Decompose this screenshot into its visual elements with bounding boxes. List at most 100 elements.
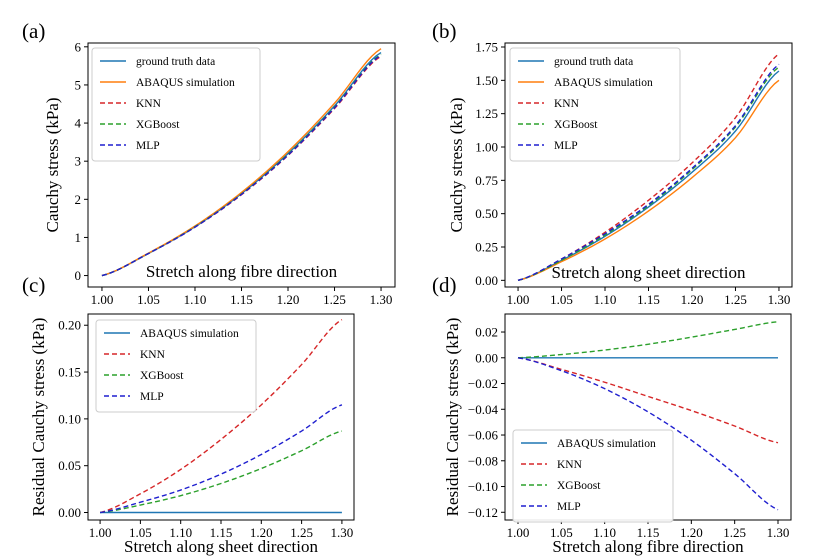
- x-tick-label: 1.30: [370, 292, 393, 307]
- x-tick-label: 1.00: [89, 525, 112, 540]
- chart-panel-1: 1.00 1.05 1.10 1.15 1.20 1.25 1.30 0 1 2 3 4 5 6 Stret…: [22, 19, 396, 307]
- x-tick-label: 1.10: [593, 525, 616, 540]
- legend-entry: MLP: [557, 501, 581, 513]
- legend-entry: XGBoost: [136, 119, 180, 131]
- legend-box: [512, 429, 674, 523]
- y-tick-label: 5: [75, 77, 82, 92]
- y-tick-label: 1.75: [475, 40, 498, 55]
- y-tick-label: 2: [75, 192, 82, 207]
- y-tick-label: 0.50: [475, 206, 498, 221]
- legend-entry: ABAQUS simulation: [140, 328, 239, 340]
- y-tick-label: 1: [75, 230, 82, 245]
- y-tick-label: 6: [75, 39, 82, 54]
- x-tick-label: 1.30: [767, 525, 790, 540]
- legend-entry: XGBoost: [140, 370, 184, 382]
- legend-entry: ground truth data: [136, 56, 215, 68]
- chart-panel-3: 1.00 1.05 1.10 1.15 1.20 1.25 1.30 0.00 0.05 0.10…: [22, 273, 355, 556]
- series-line-knn: [99, 319, 343, 514]
- x-tick-label: 1.25: [290, 525, 313, 540]
- y-axis-label: Cauchy stress (kPa): [43, 97, 62, 232]
- y-tick-label: −0.10: [468, 479, 498, 494]
- legend-entry: MLP: [554, 140, 578, 152]
- legend-box: [509, 47, 681, 162]
- x-tick-label: 1.20: [680, 525, 703, 540]
- x-axis-label: Stretch along sheet direction: [551, 263, 746, 282]
- x-axis-label: Stretch along fibre direction: [552, 537, 744, 556]
- legend-entry: ABAQUS simulation: [554, 77, 653, 89]
- chart-panel-4: 1.00 1.05 1.10 1.15 1.20 1.25 1.30 0.02 0.00 −0.0…: [432, 273, 792, 556]
- y-tick-label: 0.20: [58, 318, 81, 333]
- y-tick-label: 0.15: [58, 365, 81, 380]
- legend-entry: ABAQUS simulation: [136, 77, 235, 89]
- y-tick-label: −0.04: [468, 402, 499, 417]
- x-tick-label: 1.00: [507, 525, 530, 540]
- x-tick-label: 1.10: [169, 525, 192, 540]
- series-line-abaqus-simulation: [517, 79, 780, 282]
- y-tick-label: 0.00: [475, 350, 498, 365]
- series-line-xgboost: [100, 430, 343, 514]
- series-line-mlp: [101, 54, 382, 277]
- y-tick-label: 0.75: [475, 173, 498, 188]
- y-tick-label: 0.05: [58, 458, 81, 473]
- legend-entry: KNN: [136, 98, 162, 110]
- legend-entry: XGBoost: [554, 119, 598, 131]
- x-tick-label: 1.25: [724, 292, 747, 307]
- legend-entry: ABAQUS simulation: [557, 438, 656, 450]
- legend-entry: XGBoost: [557, 480, 601, 492]
- panel-label: (d): [432, 273, 457, 297]
- x-tick-label: 1.20: [277, 292, 300, 307]
- series-line-xgboost: [517, 66, 780, 282]
- panel-label: (c): [22, 273, 45, 297]
- y-tick-label: −0.12: [468, 505, 498, 520]
- legend-entry: ground truth data: [554, 56, 633, 68]
- y-tick-label: 0: [75, 268, 82, 283]
- legend-entry: MLP: [136, 140, 160, 152]
- y-tick-label: 1.00: [475, 140, 498, 155]
- x-tick-label: 1.30: [331, 525, 354, 540]
- series-line-xgboost: [517, 321, 779, 359]
- x-tick-label: 1.15: [230, 292, 253, 307]
- x-tick-label: 1.30: [768, 292, 791, 307]
- y-tick-label: 0.02: [475, 325, 498, 340]
- x-tick-label: 1.00: [507, 292, 530, 307]
- x-tick-label: 1.15: [637, 525, 660, 540]
- x-tick-label: 1.05: [129, 525, 152, 540]
- x-tick-label: 1.20: [250, 525, 273, 540]
- legend-box: [91, 47, 261, 162]
- y-tick-label: 0.10: [58, 411, 81, 426]
- y-tick-label: 1.25: [475, 106, 498, 121]
- legend-entry: KNN: [557, 459, 583, 471]
- y-tick-label: −0.02: [468, 376, 498, 391]
- series-line-mlp: [517, 63, 780, 282]
- x-tick-label: 1.05: [550, 525, 573, 540]
- panel-label: (a): [22, 19, 45, 43]
- x-tick-label: 1.15: [637, 292, 660, 307]
- panel-label: (b): [432, 19, 457, 43]
- legend-entry: MLP: [140, 391, 164, 403]
- x-tick-label: 1.20: [681, 292, 704, 307]
- x-tick-label: 1.00: [91, 292, 114, 307]
- y-tick-label: 0.00: [475, 273, 498, 288]
- chart-panel-2: 1.00 1.05 1.10 1.15 1.20 1.25 1.30 0.00 0.25 0.50…: [432, 19, 793, 307]
- y-tick-label: −0.08: [468, 453, 498, 468]
- x-axis-label: Stretch along sheet direction: [124, 537, 319, 556]
- y-tick-label: −0.06: [468, 428, 499, 443]
- x-tick-label: 1.10: [594, 292, 617, 307]
- legend-entry: KNN: [554, 98, 580, 110]
- y-tick-label: 0.25: [475, 240, 498, 255]
- series-line-mlp: [99, 404, 343, 514]
- x-tick-label: 1.25: [723, 525, 746, 540]
- legend-entry: KNN: [140, 349, 166, 361]
- y-tick-label: 3: [75, 154, 82, 169]
- x-tick-label: 1.05: [550, 292, 573, 307]
- x-axis-label: Stretch along fibre direction: [146, 262, 338, 281]
- y-tick-label: 0.00: [58, 505, 81, 520]
- legend-box: [95, 319, 257, 413]
- x-tick-label: 1.05: [137, 292, 160, 307]
- y-tick-label: 4: [75, 116, 82, 131]
- y-axis-label: Cauchy stress (kPa): [447, 97, 466, 232]
- x-tick-label: 1.15: [210, 525, 233, 540]
- x-tick-label: 1.10: [184, 292, 207, 307]
- series-line-knn: [517, 357, 779, 444]
